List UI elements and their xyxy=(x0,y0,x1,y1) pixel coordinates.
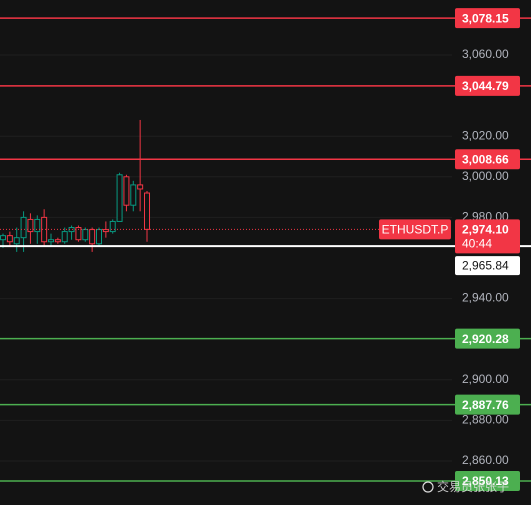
level-label-box xyxy=(455,8,520,29)
candle-body xyxy=(13,237,20,245)
candle-body xyxy=(61,231,68,243)
candle-body xyxy=(144,192,150,230)
level-label: 2,887.76 xyxy=(462,398,509,412)
level-label-box xyxy=(455,470,520,491)
candle-body xyxy=(54,239,61,243)
level-label-box xyxy=(455,75,520,96)
level-label-box xyxy=(455,328,520,349)
countdown-label: 40:44 xyxy=(462,237,492,251)
candle-body xyxy=(41,216,48,243)
last-price-box xyxy=(455,219,520,254)
y-tick-label: 3,060.00 xyxy=(462,47,509,61)
level-label: 3,008.66 xyxy=(462,152,509,166)
y-tick-label: 2,860.00 xyxy=(462,453,509,467)
mark-price-box xyxy=(455,256,520,276)
y-tick-label: 2,900.00 xyxy=(462,372,509,386)
level-label: 2,850.13 xyxy=(462,474,509,488)
candle-body xyxy=(48,239,54,243)
candle-body xyxy=(75,227,82,241)
candle-body xyxy=(6,235,13,243)
candle-body xyxy=(34,218,41,233)
candle-body xyxy=(20,216,27,239)
watermark: 交易员张张子 xyxy=(437,479,509,494)
y-tick-label: 3,020.00 xyxy=(462,128,509,142)
candle-body xyxy=(96,229,102,245)
candle-body xyxy=(102,229,109,233)
symbol-box xyxy=(379,219,451,240)
candle-body xyxy=(137,184,144,190)
candle-body xyxy=(27,218,34,233)
level-label: 3,044.79 xyxy=(462,79,509,93)
candle-body xyxy=(123,176,130,206)
y-tick-label: 2,880.00 xyxy=(462,413,509,427)
last-price-label: 2,974.10 xyxy=(462,223,509,237)
candle-body xyxy=(89,229,96,245)
level-label-box xyxy=(455,394,520,415)
candle-body xyxy=(130,184,137,206)
y-tick-label: 2,940.00 xyxy=(462,291,509,305)
level-label-box xyxy=(455,149,520,170)
candle-body xyxy=(0,235,6,241)
level-label: 3,078.15 xyxy=(462,11,509,25)
watermark-icon xyxy=(422,481,434,493)
symbol-label: ETHUSDT.P xyxy=(382,223,449,237)
y-tick-label: 3,000.00 xyxy=(462,169,509,183)
mark-price-label: 2,965.84 xyxy=(462,258,509,272)
candle-body xyxy=(82,229,89,241)
candle-body xyxy=(109,220,116,233)
level-label: 2,920.28 xyxy=(462,332,509,346)
candle-body xyxy=(116,174,123,222)
